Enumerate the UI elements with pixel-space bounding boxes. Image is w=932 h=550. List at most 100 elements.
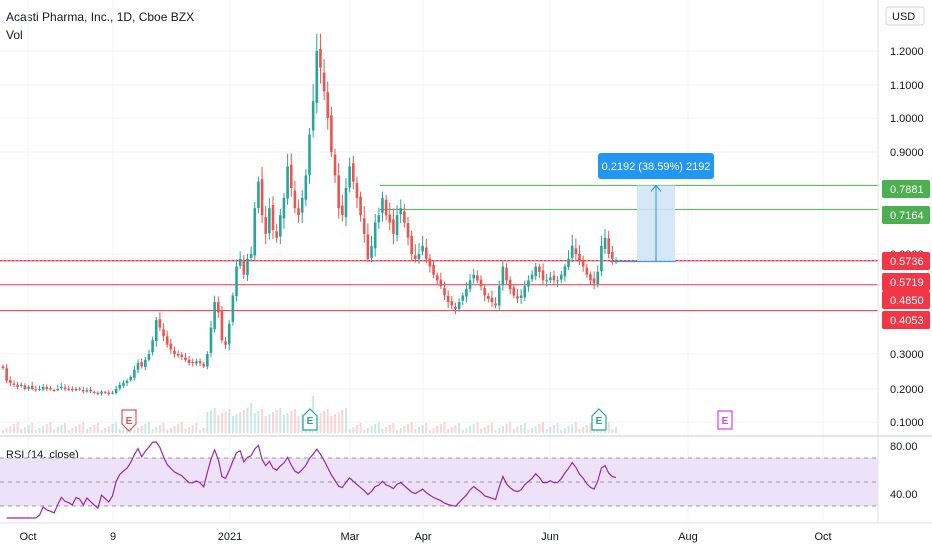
candle-body	[92, 391, 96, 393]
candle-body	[144, 359, 147, 368]
candle-body	[552, 275, 556, 281]
price-tag	[882, 273, 930, 291]
volume-bar	[381, 429, 384, 433]
candle-body	[16, 384, 19, 387]
candle-body	[311, 101, 315, 131]
volume-bar	[509, 422, 512, 433]
volume-bar	[582, 427, 585, 433]
candle-body	[213, 302, 216, 330]
volume-bar	[552, 425, 555, 433]
volume-bar	[67, 430, 70, 433]
volume-bar	[71, 428, 74, 433]
candle-body	[103, 391, 107, 393]
volume-bar	[352, 427, 355, 433]
volume-bar	[490, 423, 493, 433]
candle-body	[202, 364, 205, 367]
volume-bar	[195, 423, 198, 433]
price-tag-label: 0.7164	[890, 210, 924, 222]
candle-body	[527, 280, 530, 287]
candle-body	[19, 384, 23, 387]
currency-badge[interactable]	[885, 6, 925, 26]
candle-body	[122, 382, 125, 386]
candle-body	[242, 260, 246, 275]
candle-body	[133, 369, 136, 378]
candle-body	[519, 295, 523, 299]
candle-body	[559, 274, 563, 280]
candle-body	[249, 254, 253, 258]
candle-body	[165, 336, 169, 345]
volume-bar	[461, 430, 464, 433]
volume-bar	[213, 408, 216, 433]
volume-bar	[290, 411, 293, 433]
volume-bar	[5, 428, 8, 433]
volume-bar	[407, 424, 410, 433]
volume-bar	[465, 428, 468, 433]
candle-body	[184, 357, 187, 360]
volume-bar	[520, 425, 523, 433]
volume-bar	[239, 412, 242, 433]
candle-body	[578, 254, 581, 262]
volume-bar	[231, 416, 234, 433]
volume-bar	[224, 411, 227, 433]
candle-body	[235, 266, 238, 297]
candle-body	[446, 295, 450, 303]
candle-body	[545, 280, 548, 282]
candle-body	[195, 361, 198, 364]
measure-tool[interactable]: 0.2192 (38.59%) 2192	[598, 153, 714, 263]
volume-bar	[403, 426, 406, 433]
candle-body	[603, 237, 607, 249]
candle-body	[581, 259, 585, 267]
volume-bar	[162, 423, 165, 433]
volume-bar	[82, 422, 85, 433]
candle-body	[611, 252, 614, 259]
candle-body	[381, 197, 384, 213]
volume-bar	[428, 430, 431, 433]
x-tick-label: Oct	[19, 531, 36, 543]
candle-body	[216, 302, 220, 313]
y-axis-ticks: 1.20001.10001.00000.90000.60000.30000.20…	[890, 46, 924, 429]
volume-bar	[184, 429, 187, 433]
candle-body	[169, 343, 173, 350]
candle-body	[238, 258, 242, 266]
volume-bar	[115, 422, 118, 433]
candle-body	[516, 296, 519, 299]
volume-bar	[578, 429, 581, 433]
volume-bar	[370, 426, 373, 433]
candle-body	[585, 267, 589, 275]
volume-bar	[542, 422, 545, 433]
candle-body	[523, 286, 527, 298]
candle-body	[472, 274, 475, 279]
volume-bar	[49, 422, 52, 433]
volume-bar	[118, 429, 121, 433]
volume-bar	[217, 415, 220, 433]
volume-bar	[89, 427, 92, 433]
volume-bar	[64, 423, 67, 433]
candle-body	[530, 274, 534, 280]
candle-body	[600, 245, 603, 272]
candle-body	[486, 295, 490, 299]
candle-body	[304, 175, 308, 200]
price-tag	[882, 206, 930, 224]
earnings-marker	[591, 408, 607, 431]
candle-body	[315, 51, 319, 103]
candle-body	[476, 275, 479, 281]
candle-body	[439, 279, 443, 287]
volume-bar	[556, 423, 559, 433]
axes: USD	[0, 0, 932, 524]
volume-bar	[250, 403, 253, 433]
volume-bar	[16, 422, 19, 433]
candle-body	[289, 164, 293, 188]
y-tick-label: 1.0000	[890, 113, 924, 125]
volume-bar	[396, 430, 399, 433]
volume-bar	[483, 427, 486, 433]
candle-body	[589, 274, 592, 281]
volume-bar	[42, 426, 45, 433]
candle-body	[450, 300, 454, 306]
candle-body	[224, 341, 227, 345]
candle-body	[534, 266, 538, 277]
volume-bar	[166, 430, 169, 433]
volume-bar	[560, 430, 563, 433]
candle-body	[556, 280, 559, 282]
